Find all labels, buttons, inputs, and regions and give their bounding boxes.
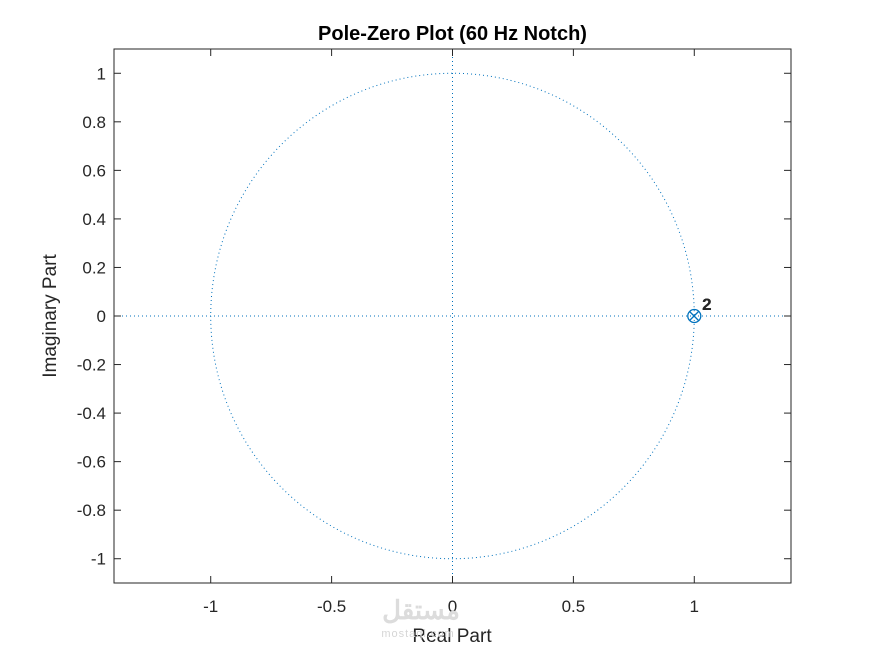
zero-marker xyxy=(687,308,702,324)
y-tick-label: -0.2 xyxy=(77,356,106,375)
x-tick-label: -0.5 xyxy=(317,597,346,616)
x-tick-label: -1 xyxy=(203,597,218,616)
y-tick-label: -0.8 xyxy=(77,501,106,520)
y-tick-label: 0.4 xyxy=(82,210,106,229)
x-tick-label: 1 xyxy=(690,597,699,616)
multiplicity-label: 2 xyxy=(702,295,711,314)
x-tick-label: 0.5 xyxy=(562,597,586,616)
x-tick-label: 0 xyxy=(448,597,457,616)
watermark: مستقل mostaql.com xyxy=(381,595,460,640)
y-tick-label: -0.6 xyxy=(77,453,106,472)
markers: 22 xyxy=(687,295,712,324)
y-tick-label: -0.4 xyxy=(77,404,106,423)
y-ticks: 1 0.8 0.6 0.4 0.2 0 -0.2 -0.4 -0.6 -0.8 -1 xyxy=(77,64,791,569)
x-ticks: -1 -0.5 0 0.5 1 xyxy=(203,49,699,616)
y-tick-label: 0.6 xyxy=(82,161,106,180)
y-tick-label: 1 xyxy=(97,64,106,83)
y-tick-label: -1 xyxy=(91,550,106,569)
multiplicity-label: 2 xyxy=(702,295,711,314)
y-tick-label: 0.8 xyxy=(82,113,106,132)
y-tick-label: 0.2 xyxy=(82,258,106,277)
y-tick-label: 0 xyxy=(97,307,106,326)
y-axis-title: Imaginary Part xyxy=(40,254,61,378)
chart-title: Pole-Zero Plot (60 Hz Notch) xyxy=(318,23,587,45)
pole-marker xyxy=(689,311,700,321)
watermark-subtext: mostaql.com xyxy=(381,628,454,640)
watermark-text: مستقل xyxy=(382,595,460,625)
x-axis-title: Real Part xyxy=(412,626,492,647)
